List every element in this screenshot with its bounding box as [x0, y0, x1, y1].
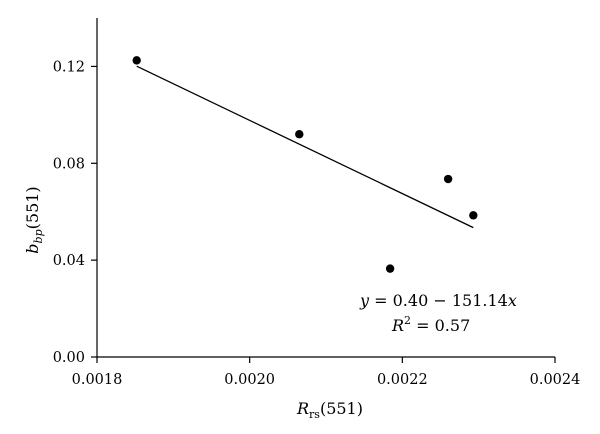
equation-lhs: y — [359, 291, 370, 310]
y-axis-title-suffix: (551) — [23, 186, 42, 229]
data-point — [469, 211, 478, 220]
regression-line — [136, 65, 474, 229]
y-tick-label: 0.12 — [53, 59, 85, 75]
x-tick-label: 0.0022 — [377, 372, 428, 388]
x-ticks: 0.0018 0.0020 0.0022 0.0024 — [72, 357, 581, 388]
y-tick-label: 0.08 — [53, 156, 85, 172]
equation-var: x — [508, 291, 517, 310]
r-squared: R2 = 0.57 — [391, 314, 470, 335]
data-points — [132, 56, 478, 273]
r2-exp: 2 — [404, 314, 411, 327]
x-axis-title-suffix: (551) — [320, 399, 363, 418]
x-tick-label: 0.0018 — [72, 372, 123, 388]
r2-var: R — [391, 316, 404, 335]
x-axis-title-sub: rs — [309, 408, 320, 421]
x-axis-title: Rrs(551) — [296, 399, 363, 421]
y-axis-title: bbp(551) — [23, 186, 45, 253]
data-point — [132, 56, 141, 65]
data-point — [295, 130, 304, 139]
data-point — [443, 174, 453, 184]
regression-equation: y = 0.40 − 151.14x — [359, 291, 517, 310]
equation-middle: = 0.40 − 151.14 — [369, 291, 508, 310]
y-axis-title-sub: bp — [32, 229, 45, 243]
y-ticks: 0.00 0.04 0.08 0.12 — [53, 59, 97, 366]
r2-rest: = 0.57 — [411, 316, 470, 335]
y-tick-label: 0.04 — [53, 253, 85, 269]
x-tick-label: 0.0024 — [530, 372, 581, 388]
y-tick-label: 0.00 — [53, 350, 85, 366]
y-axis-title-main: b — [23, 243, 42, 253]
x-axis-title-main: R — [296, 399, 309, 418]
data-point — [385, 264, 395, 273]
x-tick-label: 0.0020 — [224, 372, 275, 388]
